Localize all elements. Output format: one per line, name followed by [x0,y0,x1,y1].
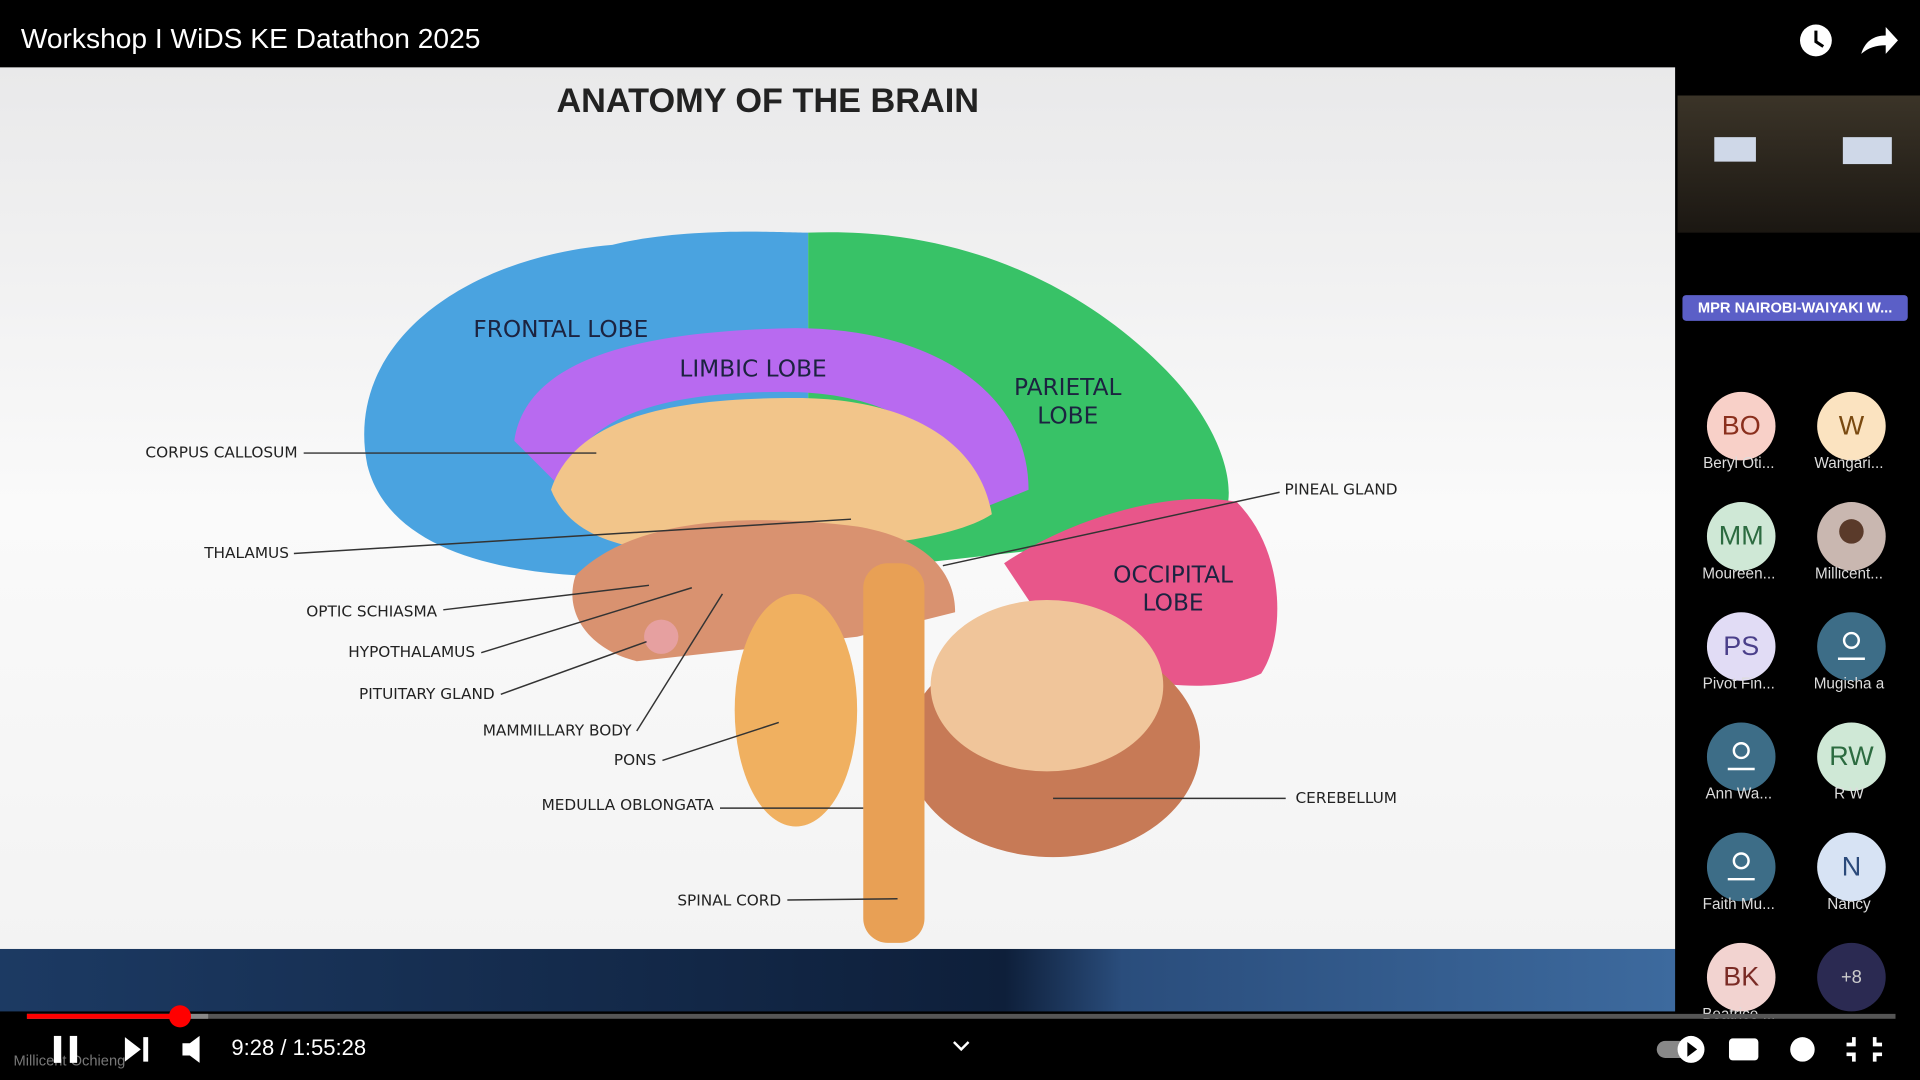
progress-track[interactable] [26,1013,1896,1019]
settings-button[interactable] [1790,1037,1815,1062]
avatar[interactable] [1706,942,1776,1012]
anatomy-label: PONS [614,751,656,769]
avatar[interactable] [1817,391,1886,461]
fullscreen-button[interactable] [1846,1037,1883,1062]
scrubber[interactable] [168,1005,192,1028]
leader-line [481,587,693,654]
participant-name: Millicent... [1815,565,1883,582]
anatomy-label: OPTIC SCHIASMA [306,603,437,621]
captions-button[interactable] [1728,1038,1759,1061]
participant-name: Ann Wa... [1705,786,1772,803]
avatar-icon [1732,852,1750,870]
camera-screen [1842,137,1892,165]
lobe-label: OCCIPITAL LOBE [1113,561,1233,616]
anatomy-label: THALAMUS [203,544,289,562]
participant-name: Faith Mu... [1703,896,1775,913]
avatar-initials: MM [1719,521,1764,551]
lobe-label: LIMBIC LOBE [679,355,826,382]
anatomy-label: MAMMILLARY BODY [483,722,632,740]
more-count: +8 [1841,966,1862,987]
participant-name: Nancy [1827,896,1871,913]
leader-line [787,898,898,901]
participant-name: Pivot Fin... [1703,676,1775,693]
leader-line [293,518,852,555]
participant-name: Mugisha a [1814,676,1885,693]
slide-title: ANATOMY OF THE BRAIN [556,82,979,120]
leader-line [443,584,650,611]
avatar-initials: W [1839,410,1865,440]
participant-name: Wangari... [1814,455,1883,472]
anatomy-label: CORPUS CALLOSUM [145,444,297,462]
video-title: Workshop I WiDS KE Datathon 2025 [21,23,481,54]
leader-line [500,640,647,695]
leader-line [636,593,724,732]
anatomy-label: HYPOTHALAMUS [348,643,475,661]
anatomy-label: PINEAL GLAND [1284,480,1397,498]
avatar[interactable] [1706,391,1776,461]
autoplay-toggle[interactable] [1656,1035,1705,1063]
room-name: MPR NAIROBI-WAIYAKI W... [1698,300,1892,316]
avatar[interactable] [1817,722,1886,792]
avatar[interactable] [1706,612,1776,681]
next-button[interactable] [124,1037,149,1062]
avatar[interactable] [1817,832,1886,902]
anatomy-label: PITUITARY GLAND [359,685,495,703]
avatar-initials: BO [1722,410,1761,440]
slide-banner [0,948,1676,1012]
participant-name: Moureen... [1702,565,1775,582]
volume-button[interactable] [182,1035,200,1063]
leader-line [662,721,780,762]
camera-screen [1714,137,1756,162]
anatomy-label: MEDULLA OBLONGATA [542,796,715,814]
avatar-initials: BK [1723,961,1759,991]
lobe-label: FRONTAL LOBE [473,316,648,343]
clock-icon[interactable] [1800,24,1832,57]
chevron[interactable] [953,1041,970,1052]
avatar[interactable] [1706,502,1776,571]
brain-illustration [364,231,1278,943]
time-display: 9:28 / 1:55:28 [231,1035,366,1060]
progress-played [26,1013,180,1019]
avatar-initials: RW [1829,741,1874,771]
participant-name: R W [1834,786,1864,803]
avatar-initials: PS [1723,631,1759,661]
avatar-icon [1842,631,1861,649]
avatar-photo-face [1839,519,1864,544]
more-participants[interactable] [1817,942,1886,1012]
anatomy-label: CEREBELLUM [1296,789,1397,807]
avatar-icon [1732,742,1750,760]
room-badge [1682,295,1908,321]
pause-button[interactable] [53,1035,78,1063]
lobe-label: PARIETAL LOBE [1014,374,1121,429]
anatomy-label: SPINAL CORD [677,892,781,910]
participant-name: Beryl Oti... [1703,455,1774,472]
caption-overlay: Millicent Ochieng [13,1054,125,1070]
leader-line [942,491,1280,567]
share-icon[interactable] [1861,26,1898,54]
avatar-initials: N [1842,851,1861,881]
